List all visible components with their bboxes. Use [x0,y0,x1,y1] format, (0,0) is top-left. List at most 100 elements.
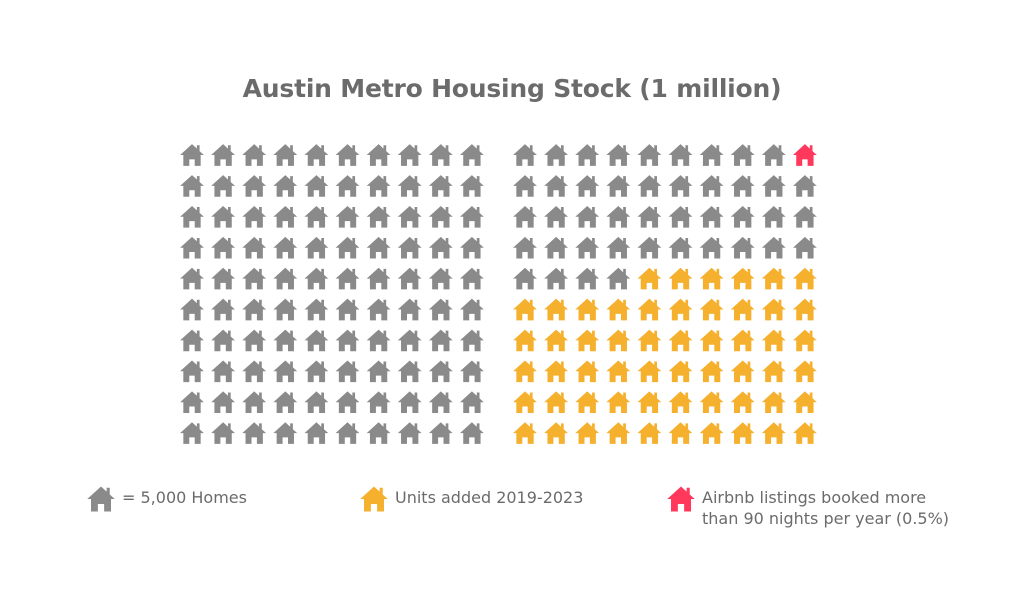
house-icon-added [730,391,755,414]
house-icon-existing [792,236,817,259]
house-icon-existing [273,298,298,321]
house-icon-existing [459,236,484,259]
house-icon-existing [273,329,298,352]
house-icon-existing [180,329,204,352]
house-icon-existing [180,175,204,197]
house-icon-existing [273,360,298,383]
house-icon-added [761,391,786,414]
house-icon-existing [459,422,484,444]
house-icon-existing [699,144,724,166]
house-icon-existing [273,205,298,228]
house-icon-added [699,329,724,352]
house-icon-existing [211,298,236,321]
house-icon-added [792,298,817,321]
house-icon-existing [273,175,298,197]
house-icon-existing [273,144,298,166]
house-icon-existing [273,391,298,414]
house-icon-existing [180,267,204,290]
house-icon-existing [180,298,204,321]
house-icon-existing [699,205,724,228]
house-icon-existing [606,144,631,166]
house-icon-added [761,422,786,444]
house-icon-added [699,422,724,444]
house-icon-existing [397,329,422,352]
house-icon-added [544,360,569,383]
house-icon-added [575,298,600,321]
house-icon-existing [761,205,786,228]
house-icon-existing [397,298,422,321]
house-icon-existing [180,360,204,383]
house-icon-existing [637,144,662,166]
house-icon-existing [606,236,631,259]
house-icon-existing [242,329,267,352]
house-icon-added [792,267,817,290]
house-icon-existing [544,205,569,228]
house-icon-added [606,422,631,444]
chart-title: Austin Metro Housing Stock (1 million) [242,74,782,103]
house-icon-existing [428,175,453,197]
house-icon-existing [575,205,600,228]
house-icon-added [359,485,389,513]
legend-label-added: Units added 2019-2023 [395,488,584,507]
house-icon-added [513,391,537,414]
house-icon-existing [180,422,204,444]
house-icon-existing [428,360,453,383]
house-icon-existing [397,144,422,166]
house-icon-added [730,422,755,444]
house-icon-added [730,298,755,321]
house-icon-existing [211,144,236,166]
house-icon-existing [335,298,360,321]
house-icon-added [730,329,755,352]
house-icon-existing [211,205,236,228]
house-icon-added [730,267,755,290]
house-icon-existing [459,267,484,290]
house-icon-added [730,360,755,383]
house-icon-existing [513,236,537,259]
house-icon-airbnb [792,144,817,166]
house-icon-existing [304,205,329,228]
house-icon-existing [304,360,329,383]
house-icon-existing [242,236,267,259]
house-icon-existing [180,236,204,259]
house-icon-added [606,360,631,383]
house-icon-existing [335,329,360,352]
house-icon-added [668,329,693,352]
house-icon-existing [211,236,236,259]
house-icon-existing [397,422,422,444]
house-icon-existing [428,329,453,352]
house-icon-existing [211,360,236,383]
house-icon-added [513,298,537,321]
house-icon-existing [668,144,693,166]
house-icon-existing [211,391,236,414]
house-icon-existing [335,144,360,166]
house-icon-added [575,391,600,414]
house-icon-existing [459,391,484,414]
house-icon-existing [304,267,329,290]
house-icon-existing [761,236,786,259]
house-icon-existing [459,298,484,321]
house-icon [86,485,116,513]
house-icon-existing [730,144,755,166]
house-icon-added [606,298,631,321]
house-icon-added [606,391,631,414]
house-icon-existing [304,422,329,444]
house-icon-existing [366,267,391,290]
house-icon-existing [242,422,267,444]
house-icon-existing [459,144,484,166]
legend-item-added: Units added 2019-2023 [359,485,583,513]
house-icon-added [668,267,693,290]
house-icon-existing [428,144,453,166]
house-icon-existing [513,267,537,290]
house-icon-existing [730,175,755,197]
house-icon-existing [761,175,786,197]
house-icon-existing [242,144,267,166]
house-icon-added [575,360,600,383]
house-icon-existing [242,205,267,228]
house-icon-existing [211,422,236,444]
house-icon-existing [637,236,662,259]
house-icon-existing [459,360,484,383]
house-icon-existing [366,205,391,228]
house-icon-existing [366,329,391,352]
house-icon-existing [575,144,600,166]
house-icon-added [606,329,631,352]
